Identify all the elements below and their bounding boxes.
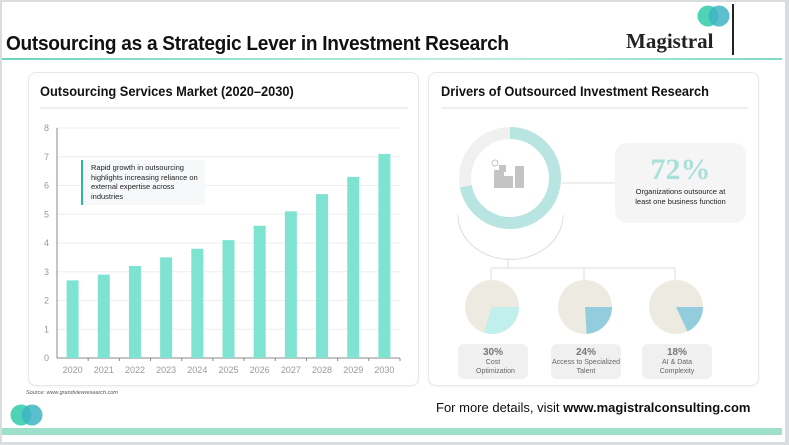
driver-label: 24% Access to Specialized Talent xyxy=(551,344,621,379)
bar xyxy=(97,274,110,358)
building xyxy=(503,176,513,188)
x-tick-label: 2026 xyxy=(250,365,270,375)
divider xyxy=(441,107,748,109)
bar xyxy=(66,280,79,358)
driver-text: AI & Data Complexity xyxy=(659,359,695,375)
y-tick-label: 5 xyxy=(44,209,49,219)
market-card-title: Outsourcing Services Market (2020–2030) xyxy=(40,84,294,99)
buildings-search-icon xyxy=(491,159,524,188)
footer-label: For more details, visit xyxy=(436,400,564,415)
stat-value: 72% xyxy=(650,153,711,186)
y-tick-label: 4 xyxy=(44,238,49,248)
footer-stripe xyxy=(2,428,782,435)
y-tick-label: 2 xyxy=(44,296,49,306)
x-tick-label: 2022 xyxy=(125,365,145,375)
footer-link[interactable]: www.magistralconsulting.com xyxy=(563,400,751,415)
pie-slice xyxy=(585,307,612,334)
bar xyxy=(253,225,266,358)
x-tick-label: 2030 xyxy=(374,365,394,375)
x-tick-label: 2023 xyxy=(156,365,176,375)
title-divider xyxy=(2,58,782,60)
x-tick-label: 2029 xyxy=(343,365,363,375)
bar xyxy=(347,176,360,358)
divider xyxy=(40,107,408,109)
y-tick-label: 7 xyxy=(44,152,49,162)
stat-box: 72% Organizations outsource at least one… xyxy=(615,143,746,223)
chart-annotation: Rapid growth in outsourcing highlights i… xyxy=(81,160,205,205)
donut-arc xyxy=(459,127,561,229)
drivers-card xyxy=(428,72,759,386)
drivers-graphic xyxy=(457,127,703,334)
brand-divider xyxy=(732,4,734,55)
building xyxy=(494,170,504,188)
bar xyxy=(191,248,204,358)
bar xyxy=(378,153,391,358)
pie-slice xyxy=(676,307,703,332)
y-tick-label: 0 xyxy=(44,353,49,363)
driver-text: Cost Optimization xyxy=(476,359,515,375)
pie-slice xyxy=(483,307,519,334)
driver-text: Access to Specialized Talent xyxy=(551,359,621,375)
logo-icon xyxy=(697,5,730,27)
building xyxy=(515,166,524,188)
x-tick-label: 2020 xyxy=(63,365,83,375)
bar xyxy=(222,240,235,358)
bar xyxy=(160,257,173,358)
y-tick-label: 6 xyxy=(44,181,49,191)
x-tick-label: 2025 xyxy=(218,365,238,375)
brand-name: Magistral xyxy=(626,29,714,53)
logo-icon xyxy=(10,404,43,426)
x-tick-label: 2024 xyxy=(187,365,207,375)
building xyxy=(499,165,506,172)
driver-pct: 24% xyxy=(575,347,596,358)
footer-text: For more details, visit www.magistralcon… xyxy=(436,400,750,415)
drivers-card-title: Drivers of Outsourced Investment Researc… xyxy=(441,84,710,99)
y-tick-label: 8 xyxy=(44,123,49,133)
driver-pct: 18% xyxy=(666,347,687,358)
bar xyxy=(284,211,297,358)
bar xyxy=(128,266,141,358)
y-tick-label: 3 xyxy=(44,267,49,277)
bar-chart: 0 1 2 3 4 5 6 7 8 2020 2021 2022 2023 2024 2025 2026 202… xyxy=(44,123,401,375)
page-title: Outsourcing as a Strategic Lever in Inve… xyxy=(6,32,509,55)
driver-label: 30% Cost Optimization xyxy=(458,344,528,379)
x-tick-label: 2028 xyxy=(312,365,332,375)
connector-arc xyxy=(457,214,564,260)
bar xyxy=(316,194,329,358)
magnifier xyxy=(491,159,499,167)
stat-label: Organizations outsource at least one bus… xyxy=(635,187,726,206)
source-note: Source: www.grandviewresearch.com xyxy=(26,390,119,396)
driver-label: 18% AI & Data Complexity xyxy=(642,344,712,379)
driver-pct: 30% xyxy=(482,347,503,358)
y-tick-label: 1 xyxy=(44,324,49,334)
x-tick-label: 2021 xyxy=(94,365,114,375)
x-tick-label: 2027 xyxy=(281,365,301,375)
